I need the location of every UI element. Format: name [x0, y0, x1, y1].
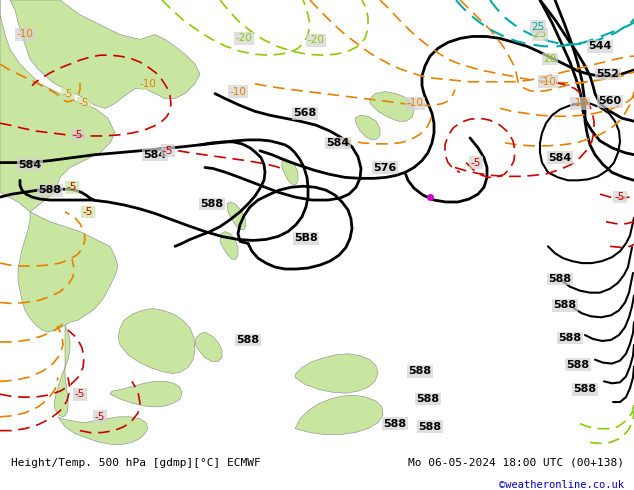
Text: 588: 588	[236, 335, 259, 345]
Text: Mo 06-05-2024 18:00 UTC (00+138): Mo 06-05-2024 18:00 UTC (00+138)	[408, 458, 624, 468]
Text: 584: 584	[18, 160, 42, 170]
Text: 568: 568	[294, 108, 316, 118]
Polygon shape	[54, 325, 70, 417]
Polygon shape	[220, 232, 238, 259]
Text: 588: 588	[559, 333, 581, 343]
Text: -5: -5	[163, 146, 173, 156]
Text: -20: -20	[307, 35, 325, 46]
Text: 584: 584	[548, 153, 572, 163]
Text: 576: 576	[373, 163, 397, 172]
Text: -5: -5	[471, 158, 481, 168]
Text: 25: 25	[533, 29, 547, 40]
Text: -5: -5	[63, 89, 73, 98]
Text: -5: -5	[79, 98, 89, 108]
Polygon shape	[295, 395, 383, 435]
Polygon shape	[10, 0, 200, 108]
Text: 588: 588	[39, 185, 61, 195]
Text: -10: -10	[406, 98, 424, 108]
Text: Height/Temp. 500 hPa [gdmp][°C] ECMWF: Height/Temp. 500 hPa [gdmp][°C] ECMWF	[11, 458, 261, 468]
Polygon shape	[282, 159, 298, 184]
Polygon shape	[58, 417, 148, 444]
Text: -20: -20	[236, 33, 252, 44]
Text: -10: -10	[16, 29, 34, 40]
Polygon shape	[227, 202, 246, 230]
Text: 588: 588	[553, 300, 576, 311]
Text: -10: -10	[230, 87, 247, 97]
Text: -5: -5	[75, 389, 85, 399]
Text: 588: 588	[384, 419, 406, 429]
Polygon shape	[110, 381, 182, 407]
Text: 560: 560	[598, 97, 621, 106]
Polygon shape	[195, 332, 222, 362]
Text: 20: 20	[543, 54, 557, 64]
Text: -10: -10	[572, 98, 588, 108]
Polygon shape	[0, 0, 115, 212]
Text: 544: 544	[588, 41, 612, 51]
Polygon shape	[295, 354, 378, 393]
Text: -5: -5	[73, 130, 83, 140]
Text: 588: 588	[566, 360, 590, 369]
Polygon shape	[18, 212, 118, 332]
Text: ©weatheronline.co.uk: ©weatheronline.co.uk	[500, 480, 624, 490]
Text: -5: -5	[615, 192, 625, 202]
Text: -10: -10	[139, 79, 157, 89]
Text: -5: -5	[83, 207, 93, 217]
Polygon shape	[355, 115, 380, 140]
Text: 584: 584	[327, 138, 349, 148]
Text: 588: 588	[548, 274, 572, 284]
Text: 588: 588	[200, 199, 224, 209]
Text: 588: 588	[418, 422, 441, 432]
Text: 588: 588	[573, 384, 597, 394]
Text: 5B8: 5B8	[294, 233, 318, 244]
Text: -5: -5	[95, 412, 105, 422]
Text: 588: 588	[417, 394, 439, 404]
Text: 552: 552	[597, 69, 619, 79]
Text: 588: 588	[408, 367, 432, 376]
Text: 25: 25	[531, 22, 545, 32]
Text: -10: -10	[540, 77, 557, 87]
Polygon shape	[118, 308, 195, 373]
Polygon shape	[370, 92, 414, 121]
Text: -5: -5	[67, 182, 77, 192]
Text: 584: 584	[143, 150, 167, 160]
